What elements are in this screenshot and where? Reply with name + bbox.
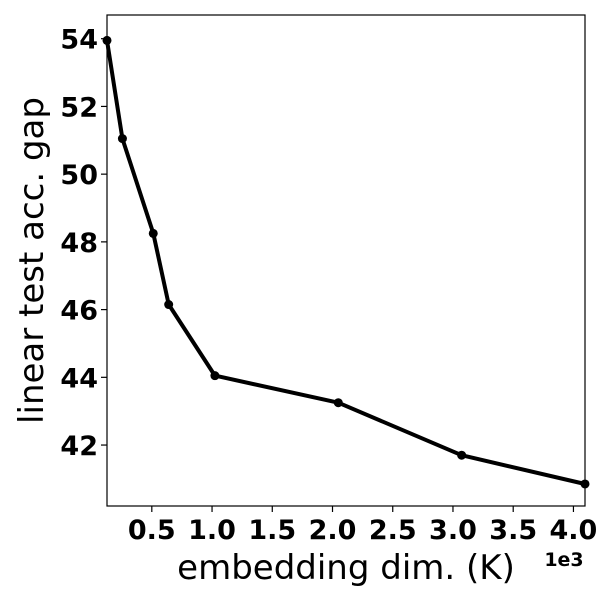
data-point: [457, 450, 467, 460]
data-point: [210, 371, 220, 381]
x-axis-label: embedding dim. (K): [177, 548, 515, 588]
y-tick-label: 50: [60, 160, 98, 191]
data-point: [117, 134, 127, 144]
chart-marks: [102, 35, 590, 489]
y-tick-label: 42: [60, 431, 98, 462]
x-tick-label: 3.0: [429, 515, 477, 546]
y-tick-label: 48: [60, 228, 98, 259]
y-tick-label: 44: [60, 363, 98, 394]
data-point: [333, 398, 343, 408]
y-axis-label: linear test acc. gap: [12, 97, 52, 424]
x-axis-offset-label: 1e3: [544, 549, 583, 571]
x-tick-label: 0.5: [128, 515, 176, 546]
y-tick-label: 46: [60, 296, 98, 327]
series-line: [105, 40, 586, 486]
x-tick-label: 2.5: [369, 515, 417, 546]
x-tick-label: 1.0: [188, 515, 236, 546]
x-axis: 0.5 1.0 1.5 2.0 2.5 3.0 3.5 4.0: [128, 506, 597, 546]
y-tick-label: 54: [60, 25, 98, 56]
x-tick-label: 4.0: [550, 515, 598, 546]
x-tick-label: 2.0: [309, 515, 357, 546]
plot-frame: [106, 14, 586, 507]
y-tick-label: 52: [60, 92, 98, 123]
y-axis: 42 44 46 48 50 52 54: [60, 25, 107, 462]
x-tick-label: 3.5: [489, 515, 537, 546]
data-point: [148, 228, 158, 238]
data-point: [164, 300, 174, 310]
x-tick-label: 1.5: [248, 515, 296, 546]
